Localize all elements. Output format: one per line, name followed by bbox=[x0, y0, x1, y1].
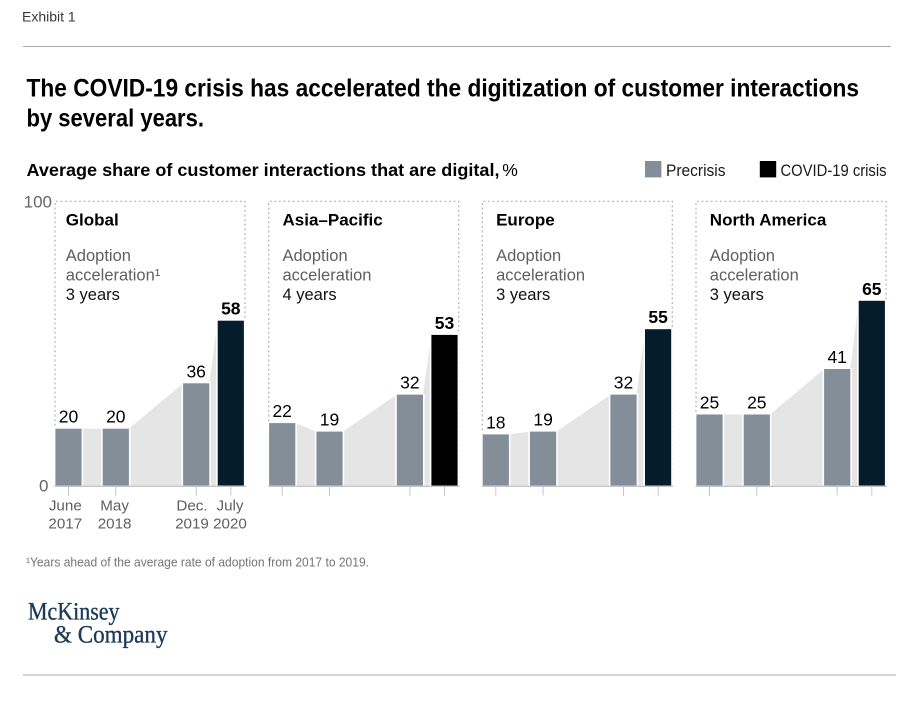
svg-text:65: 65 bbox=[862, 279, 882, 299]
svg-text:Exhibit 1: Exhibit 1 bbox=[22, 9, 76, 25]
svg-text:North America: North America bbox=[710, 211, 827, 230]
svg-text:COVID-19 crisis: COVID-19 crisis bbox=[781, 162, 887, 180]
svg-text:Global: Global bbox=[66, 211, 119, 230]
svg-text:18: 18 bbox=[486, 412, 505, 432]
svg-text:& Company: & Company bbox=[54, 622, 168, 649]
svg-text:41: 41 bbox=[827, 347, 846, 367]
svg-text:May: May bbox=[100, 498, 129, 515]
svg-text:32: 32 bbox=[400, 373, 419, 393]
svg-text:Adoption: Adoption bbox=[710, 247, 775, 265]
svg-text:19: 19 bbox=[533, 410, 552, 430]
svg-text:25: 25 bbox=[747, 393, 766, 413]
svg-text:100: 100 bbox=[24, 193, 52, 212]
svg-text:Adoption: Adoption bbox=[496, 247, 561, 265]
svg-text:Precrisis: Precrisis bbox=[666, 162, 726, 180]
svg-text:3 years: 3 years bbox=[66, 286, 120, 304]
svg-text:acceleration¹: acceleration¹ bbox=[66, 267, 161, 285]
svg-text:0: 0 bbox=[39, 477, 48, 496]
svg-text:20: 20 bbox=[59, 407, 79, 427]
svg-text:2017: 2017 bbox=[48, 516, 82, 533]
svg-text:2018: 2018 bbox=[98, 516, 132, 533]
svg-text:55: 55 bbox=[648, 307, 668, 327]
svg-text:June: June bbox=[49, 498, 82, 515]
svg-text:Average share of customer inte: Average share of customer interactions t… bbox=[27, 160, 500, 180]
svg-text:2019: 2019 bbox=[175, 516, 209, 533]
svg-text:acceleration: acceleration bbox=[710, 267, 799, 285]
svg-text:¹Years ahead of the average ra: ¹Years ahead of the average rate of adop… bbox=[26, 555, 369, 570]
svg-text:36: 36 bbox=[186, 361, 205, 381]
svg-text:25: 25 bbox=[700, 393, 719, 413]
svg-text:McKinsey: McKinsey bbox=[28, 599, 120, 626]
svg-text:Europe: Europe bbox=[496, 211, 555, 230]
svg-text:by several years.: by several years. bbox=[27, 105, 205, 133]
svg-text:Asia–Pacific: Asia–Pacific bbox=[283, 211, 383, 230]
svg-text:Adoption: Adoption bbox=[66, 247, 131, 265]
svg-text:%: % bbox=[502, 160, 518, 180]
svg-text:58: 58 bbox=[221, 299, 241, 319]
svg-text:4 years: 4 years bbox=[283, 286, 337, 304]
svg-text:22: 22 bbox=[272, 401, 291, 421]
svg-text:July: July bbox=[216, 498, 243, 515]
svg-text:2020: 2020 bbox=[213, 516, 247, 533]
svg-text:The COVID-19 crisis has accele: The COVID-19 crisis has accelerated the … bbox=[27, 75, 860, 103]
svg-text:32: 32 bbox=[614, 373, 633, 393]
svg-text:3 years: 3 years bbox=[710, 286, 764, 304]
svg-text:Adoption: Adoption bbox=[283, 247, 348, 265]
svg-text:acceleration: acceleration bbox=[496, 267, 585, 285]
svg-text:53: 53 bbox=[435, 313, 455, 333]
svg-text:Dec.: Dec. bbox=[176, 498, 207, 515]
svg-text:3 years: 3 years bbox=[496, 286, 550, 304]
svg-text:acceleration: acceleration bbox=[283, 267, 372, 285]
svg-text:19: 19 bbox=[320, 410, 339, 430]
svg-text:20: 20 bbox=[106, 407, 126, 427]
